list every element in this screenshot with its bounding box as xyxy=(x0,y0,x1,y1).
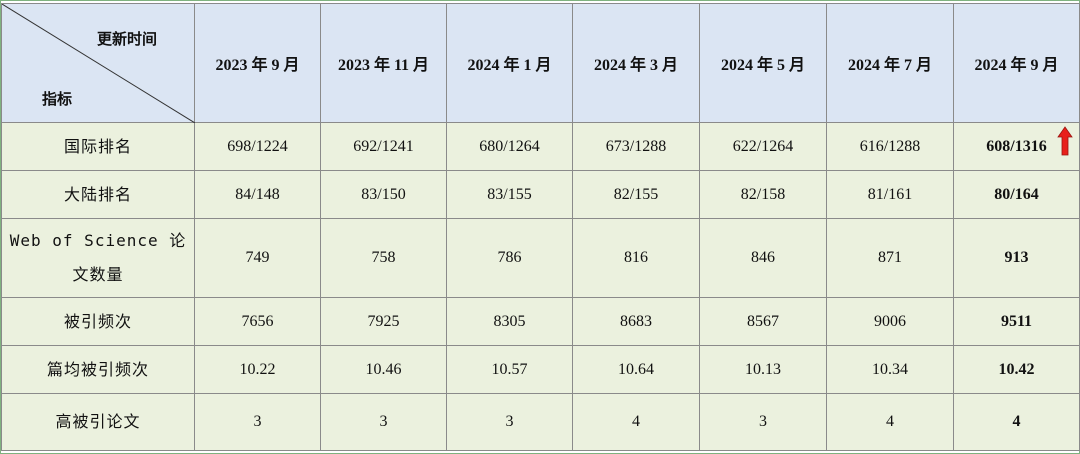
cell: 4 xyxy=(826,393,954,451)
table-row: 篇均被引频次 10.22 10.46 10.57 10.64 10.13 10.34 10.4… xyxy=(1,345,1080,394)
cell: 913 xyxy=(953,218,1080,298)
column-header: 2023 年 9 月 xyxy=(194,3,321,123)
cell: 786 xyxy=(446,218,573,298)
cell: 10.64 xyxy=(572,345,700,394)
cell: 81/161 xyxy=(826,170,954,219)
row-label: 高被引论文 xyxy=(1,393,195,451)
cell: 3 xyxy=(446,393,573,451)
corner-cell: 更新时间 指标 xyxy=(1,3,195,123)
cell: 10.42 xyxy=(953,345,1080,394)
column-header: 2024 年 3 月 xyxy=(572,3,700,123)
cell: 692/1241 xyxy=(320,122,447,171)
cell: 8567 xyxy=(699,297,827,346)
cell: 9511 xyxy=(953,297,1080,346)
cell: 758 xyxy=(320,218,447,298)
cell: 8683 xyxy=(572,297,700,346)
cell: 698/1224 xyxy=(194,122,321,171)
row-label: 被引频次 xyxy=(1,297,195,346)
cell: 846 xyxy=(699,218,827,298)
column-header: 2024 年 5 月 xyxy=(699,3,827,123)
column-header: 2024 年 1 月 xyxy=(446,3,573,123)
cell: 83/155 xyxy=(446,170,573,219)
cell: 7656 xyxy=(194,297,321,346)
cell: 80/164 xyxy=(953,170,1080,219)
cell: 608/1316 xyxy=(953,122,1080,171)
cell: 3 xyxy=(699,393,827,451)
column-header: 2024 年 9 月 xyxy=(953,3,1080,123)
cell: 8305 xyxy=(446,297,573,346)
cell: 4 xyxy=(953,393,1080,451)
cell: 3 xyxy=(320,393,447,451)
row-label: 大陆排名 xyxy=(1,170,195,219)
diagonal xyxy=(2,4,195,123)
cell: 673/1288 xyxy=(572,122,700,171)
table-row: Web of Science 论文数量 749 758 786 816 846 871 913 xyxy=(1,218,1080,298)
column-header: 2024 年 7 月 xyxy=(826,3,954,123)
cell: 4 xyxy=(572,393,700,451)
cell: 7925 xyxy=(320,297,447,346)
table-row: 被引频次 7656 7925 8305 8683 8567 9006 9511 xyxy=(1,297,1080,346)
cell: 82/158 xyxy=(699,170,827,219)
cell: 616/1288 xyxy=(826,122,954,171)
cell: 10.13 xyxy=(699,345,827,394)
cell: 83/150 xyxy=(320,170,447,219)
table-row: 国际排名 698/1224 692/1241 680/1264 673/1288 622/… xyxy=(1,122,1080,171)
cell: 82/155 xyxy=(572,170,700,219)
metric-label: 指标 xyxy=(42,92,73,108)
row-label: Web of Science 论文数量 xyxy=(1,218,195,298)
cell: 9006 xyxy=(826,297,954,346)
up-arrow-icon xyxy=(1057,126,1073,156)
row-label: 国际排名 xyxy=(1,122,195,171)
table-row: 大陆排名 84/148 83/150 83/155 82/155 82/158 81/161… xyxy=(1,170,1080,219)
cell: 84/148 xyxy=(194,170,321,219)
cell: 10.46 xyxy=(320,345,447,394)
column-header: 2023 年 11 月 xyxy=(320,3,447,123)
cell: 3 xyxy=(194,393,321,451)
cell: 871 xyxy=(826,218,954,298)
table-row: 高被引论文 3 3 3 4 3 4 4 xyxy=(1,393,1080,451)
cell: 680/1264 xyxy=(446,122,573,171)
cell: 10.22 xyxy=(194,345,321,394)
time-label: 更新时间 xyxy=(97,32,158,48)
cell: 10.34 xyxy=(826,345,954,394)
row-label: 篇均被引频次 xyxy=(1,345,195,394)
cell: 10.57 xyxy=(446,345,573,394)
cell: 816 xyxy=(572,218,700,298)
cell: 622/1264 xyxy=(699,122,827,171)
cell: 749 xyxy=(194,218,321,298)
